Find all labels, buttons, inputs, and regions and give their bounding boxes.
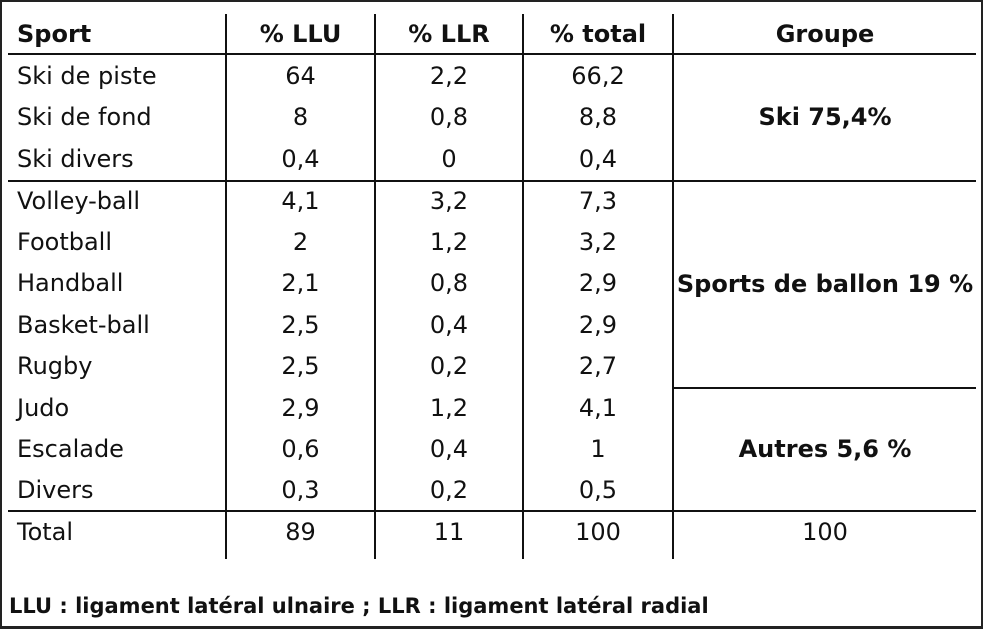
group-ski: Ski 75,4% bbox=[672, 55, 976, 180]
table-cell: Basket-ball bbox=[17, 310, 150, 339]
table-cell: 0,3 bbox=[225, 470, 374, 512]
table-cell: 2 bbox=[225, 221, 374, 263]
table-cell: 2,9 bbox=[522, 304, 672, 346]
table-cell: 0,8 bbox=[374, 262, 522, 304]
table-cell: 0,8 bbox=[374, 96, 522, 138]
table-cell: 2,1 bbox=[225, 262, 374, 304]
header-llu: % LLU bbox=[225, 14, 374, 55]
table-cell: 4,1 bbox=[522, 387, 672, 429]
table-cell: Escalade bbox=[17, 435, 124, 464]
table-cell: 1 bbox=[522, 428, 672, 470]
table-cell: 7,3 bbox=[522, 179, 672, 221]
table-cell: 0,5 bbox=[522, 470, 672, 512]
table-cell: 3,2 bbox=[374, 179, 522, 221]
table-cell: 0,2 bbox=[374, 345, 522, 387]
header-llr: % LLR bbox=[374, 14, 522, 55]
footnote: LLU : ligament latéral ulnaire ; LLR : l… bbox=[9, 594, 709, 618]
header-groupe: Groupe bbox=[672, 14, 976, 55]
table-cell: 2,9 bbox=[225, 387, 374, 429]
table-cell: 0,4 bbox=[225, 138, 374, 180]
sports-table: Sport % LLU % LLR % total Groupe Ski de … bbox=[8, 14, 976, 567]
group-autres: Autres 5,6 % bbox=[672, 387, 976, 512]
group-ballon: Sports de ballon 19 % bbox=[672, 179, 976, 387]
table-cell: 0,6 bbox=[225, 428, 374, 470]
table-cell: 1,2 bbox=[374, 387, 522, 429]
table-cell: 0,2 bbox=[374, 470, 522, 512]
table-cell: 0,4 bbox=[522, 138, 672, 180]
table-cell: 64 bbox=[225, 55, 374, 97]
header-sport: Sport bbox=[8, 14, 225, 55]
table-cell: 8,8 bbox=[522, 96, 672, 138]
table-cell: 2,9 bbox=[522, 262, 672, 304]
table-cell: 0,4 bbox=[374, 428, 522, 470]
table-cell: 0 bbox=[374, 138, 522, 180]
total-llr: 11 bbox=[374, 511, 522, 559]
table-cell: 2,7 bbox=[522, 345, 672, 387]
table-cell: Ski divers bbox=[17, 144, 134, 173]
table-cell: 1,2 bbox=[374, 221, 522, 263]
table-cell: 2,5 bbox=[225, 345, 374, 387]
table-cell: Ski de piste bbox=[17, 61, 157, 90]
table-cell: 8 bbox=[225, 96, 374, 138]
table-cell: Handball bbox=[17, 269, 124, 298]
table-cell: Football bbox=[17, 227, 113, 256]
table-cell: 3,2 bbox=[522, 221, 672, 263]
table-cell: Ski de fond bbox=[17, 103, 152, 132]
header-total: % total bbox=[522, 14, 672, 55]
table-cell: 0,4 bbox=[374, 304, 522, 346]
total-percent: 100 bbox=[522, 511, 672, 559]
total-label: Total bbox=[17, 517, 74, 546]
total-groupe: 100 bbox=[672, 511, 976, 559]
total-llu: 89 bbox=[225, 511, 374, 559]
table-cell: 2,5 bbox=[225, 304, 374, 346]
table-cell: Judo bbox=[17, 393, 70, 422]
table-cell: 4,1 bbox=[225, 179, 374, 221]
table-cell: 66,2 bbox=[522, 55, 672, 97]
table-cell: 2,2 bbox=[374, 55, 522, 97]
table-cell: Volley-ball bbox=[8, 179, 225, 222]
table-cell: Divers bbox=[8, 470, 225, 512]
table-cell: Rugby bbox=[17, 352, 93, 381]
